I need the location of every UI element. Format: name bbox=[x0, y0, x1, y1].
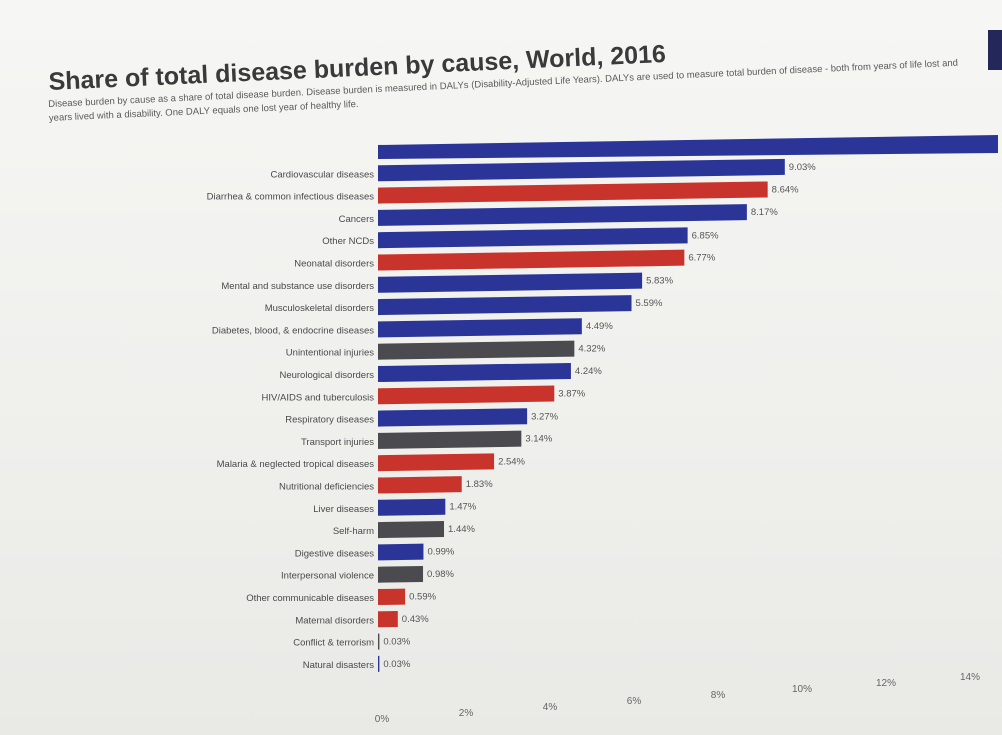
value-label: 0.03% bbox=[383, 659, 410, 670]
value-label: 8.64% bbox=[772, 184, 799, 195]
category-label: Other communicable diseases bbox=[246, 593, 374, 604]
bar bbox=[378, 272, 643, 293]
category-label: Interpersonal violence bbox=[281, 571, 374, 582]
logo bbox=[988, 30, 1002, 70]
bar bbox=[378, 318, 582, 338]
bar bbox=[378, 588, 406, 605]
bar bbox=[378, 565, 424, 583]
x-tick-label: 2% bbox=[459, 708, 474, 719]
category-label: Malaria & neglected tropical diseases bbox=[217, 459, 375, 470]
value-label: 9.03% bbox=[789, 162, 816, 173]
value-label: 6.85% bbox=[692, 230, 719, 241]
bar bbox=[378, 181, 768, 204]
bar bbox=[378, 498, 446, 516]
bar bbox=[378, 430, 522, 449]
value-label: 4.24% bbox=[575, 366, 602, 377]
category-label: Transport injuries bbox=[301, 437, 374, 448]
category-label: Diabetes, blood, & endocrine diseases bbox=[212, 325, 374, 336]
value-label: 5.59% bbox=[636, 298, 663, 309]
value-label: 0.03% bbox=[383, 637, 410, 648]
value-label: 0.59% bbox=[409, 592, 436, 603]
category-label: Neurological disorders bbox=[279, 370, 374, 381]
bar bbox=[378, 249, 685, 271]
category-label: Self-harm bbox=[333, 526, 374, 537]
bar bbox=[378, 204, 747, 226]
value-label: 1.83% bbox=[466, 479, 493, 490]
x-tick-label: 14% bbox=[960, 672, 980, 683]
category-label: Mental and substance use disorders bbox=[221, 281, 374, 292]
bar bbox=[378, 521, 445, 539]
bar bbox=[378, 385, 555, 405]
bar bbox=[378, 158, 785, 182]
value-label: 3.14% bbox=[525, 434, 552, 445]
category-label: Natural disasters bbox=[303, 660, 375, 671]
x-tick-label: 10% bbox=[792, 684, 812, 695]
value-label: 5.83% bbox=[646, 276, 673, 287]
category-label: Other NCDs bbox=[322, 236, 374, 247]
value-label: 4.49% bbox=[586, 321, 613, 332]
x-tick-label: 4% bbox=[543, 702, 558, 713]
category-label: Musculoskeletal disorders bbox=[265, 303, 375, 314]
value-label: 0.43% bbox=[402, 614, 429, 625]
value-label: 0.98% bbox=[427, 569, 454, 580]
value-label: 8.17% bbox=[751, 207, 778, 218]
x-tick-label: 0% bbox=[375, 714, 390, 725]
x-tick-label: 12% bbox=[876, 678, 896, 689]
value-label: 6.77% bbox=[688, 253, 715, 264]
category-label: Liver diseases bbox=[313, 504, 374, 515]
category-label: Unintentional injuries bbox=[286, 348, 374, 359]
value-label: 2.54% bbox=[498, 456, 525, 467]
value-label: 3.27% bbox=[531, 411, 558, 422]
bar bbox=[378, 408, 528, 427]
category-label: Cardiovascular diseases bbox=[271, 169, 375, 180]
value-label: 1.47% bbox=[449, 502, 476, 513]
category-label: Cancers bbox=[339, 214, 375, 225]
bar bbox=[378, 340, 575, 360]
value-label: 1.44% bbox=[448, 524, 475, 535]
category-label: Maternal disorders bbox=[295, 615, 374, 626]
bar bbox=[378, 633, 380, 650]
bar bbox=[378, 610, 398, 628]
category-label: Neonatal disorders bbox=[294, 259, 374, 270]
category-label: Diarrhea & common infectious diseases bbox=[207, 192, 375, 203]
x-tick-label: 6% bbox=[627, 696, 642, 707]
bar bbox=[378, 227, 688, 249]
bar bbox=[378, 476, 462, 494]
bar bbox=[378, 543, 424, 561]
bar bbox=[378, 453, 495, 472]
category-label: Nutritional deficiencies bbox=[279, 482, 374, 493]
x-tick-label: 8% bbox=[711, 690, 726, 701]
bar-top-overflow bbox=[378, 135, 998, 159]
bar bbox=[378, 362, 571, 382]
category-label: Conflict & terrorism bbox=[293, 638, 374, 649]
value-label: 4.32% bbox=[578, 344, 605, 355]
bar bbox=[378, 295, 632, 316]
value-label: 0.99% bbox=[427, 547, 454, 558]
category-label: Respiratory diseases bbox=[285, 415, 374, 426]
value-label: 3.87% bbox=[558, 389, 585, 400]
category-label: HIV/AIDS and tuberculosis bbox=[262, 392, 375, 403]
bar bbox=[378, 655, 380, 672]
category-label: Digestive diseases bbox=[295, 548, 374, 559]
